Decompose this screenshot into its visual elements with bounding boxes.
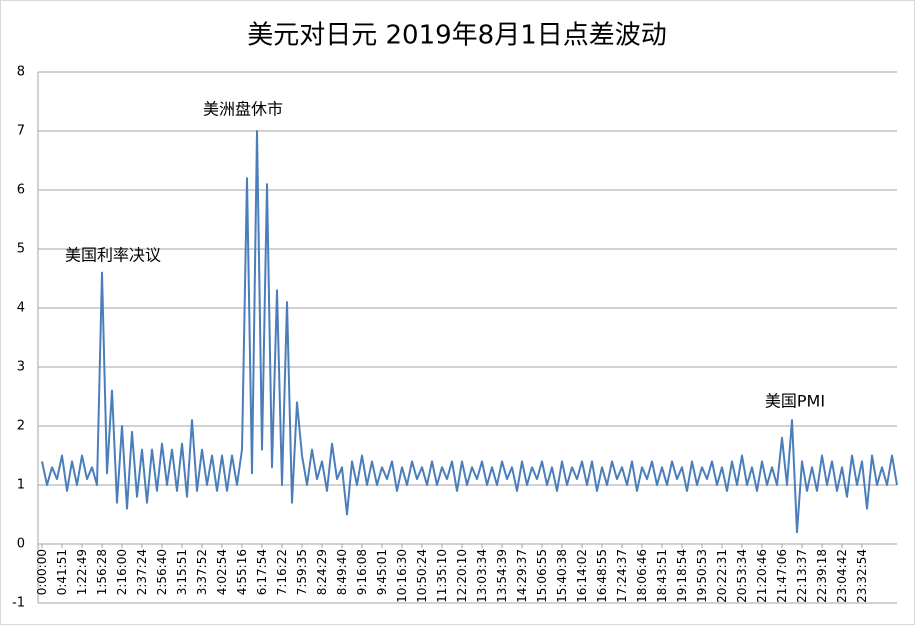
y-tick-label: 6: [17, 183, 25, 198]
y-tick-label: 0: [17, 537, 25, 552]
x-tick-label: 21:20:46: [755, 549, 769, 603]
x-tick-label: 17:24:37: [615, 549, 629, 603]
x-tick-label: 4:02:54: [215, 549, 229, 595]
x-tick-label: 6:17:54: [255, 549, 269, 595]
x-tick-label: 8:49:40: [335, 549, 349, 595]
x-tick-label: 14:29:37: [515, 549, 529, 603]
x-tick-label: 16:48:55: [595, 549, 609, 603]
x-tick-label: 4:55:16: [235, 549, 249, 595]
x-tick-label: 22:39:18: [815, 549, 829, 603]
x-tick-label: 15:40:38: [555, 549, 569, 603]
y-tick-label: 3: [17, 360, 25, 375]
y-tick-label: -1: [12, 596, 25, 611]
x-tick-label: 21:47:06: [775, 549, 789, 603]
x-tick-label: 2:16:00: [115, 549, 129, 595]
x-tick-label: 8:24:29: [315, 549, 329, 595]
annotation: 美国PMI: [765, 392, 825, 411]
x-tick-label: 13:54:39: [495, 549, 509, 603]
y-tick-label: 2: [17, 419, 25, 434]
x-tick-label: 13:03:34: [475, 549, 489, 603]
x-tick-label: 19:50:53: [695, 549, 709, 603]
x-tick-label: 20:53:34: [735, 549, 749, 603]
x-tick-label: 20:22:31: [715, 549, 729, 603]
x-tick-label: 7:16:22: [275, 549, 289, 595]
y-tick-label: 8: [17, 65, 25, 80]
x-tick-label: 3:37:52: [195, 549, 209, 595]
x-tick-label: 11:35:10: [435, 549, 449, 603]
x-tick-label: 10:16:30: [395, 549, 409, 603]
x-tick-label: 2:37:24: [135, 549, 149, 595]
x-tick-label: 23:32:54: [855, 549, 869, 603]
data-line: [41, 130, 898, 534]
x-tick-label: 16:14:02: [575, 549, 589, 603]
x-tick-label: 7:59:35: [295, 549, 309, 595]
x-tick-label: 23:04:42: [835, 549, 849, 603]
chart-title: 美元对日元 2019年8月1日点差波动: [247, 21, 667, 51]
x-tick-label: 12:20:10: [455, 549, 469, 603]
y-tick-label: 7: [17, 124, 25, 139]
x-tick-label: 0:41:51: [55, 549, 69, 595]
x-tick-label: 22:13:37: [795, 549, 809, 603]
x-tick-label: 18:43:51: [655, 549, 669, 603]
x-tick-label: 3:15:51: [175, 549, 189, 595]
x-tick-label: 18:06:46: [635, 549, 649, 603]
x-tick-label: 0:00:00: [35, 549, 49, 595]
y-tick-label: 5: [17, 242, 25, 257]
x-tick-label: 19:18:54: [675, 549, 689, 603]
x-tick-label: 10:50:24: [415, 549, 429, 603]
x-tick-label: 9:16:08: [355, 549, 369, 595]
x-tick-label: 9:45:01: [375, 549, 389, 595]
annotation: 美国利率决议: [65, 246, 161, 265]
x-tick-label: 1:22:49: [75, 549, 89, 595]
x-tick-label: 1:56:28: [95, 549, 109, 595]
y-tick-label: 4: [17, 301, 25, 316]
y-tick-label: 1: [17, 478, 25, 493]
x-tick-label: 15:06:55: [535, 549, 549, 603]
annotation: 美洲盘休市: [203, 100, 283, 119]
x-tick-label: 2:56:40: [155, 549, 169, 595]
